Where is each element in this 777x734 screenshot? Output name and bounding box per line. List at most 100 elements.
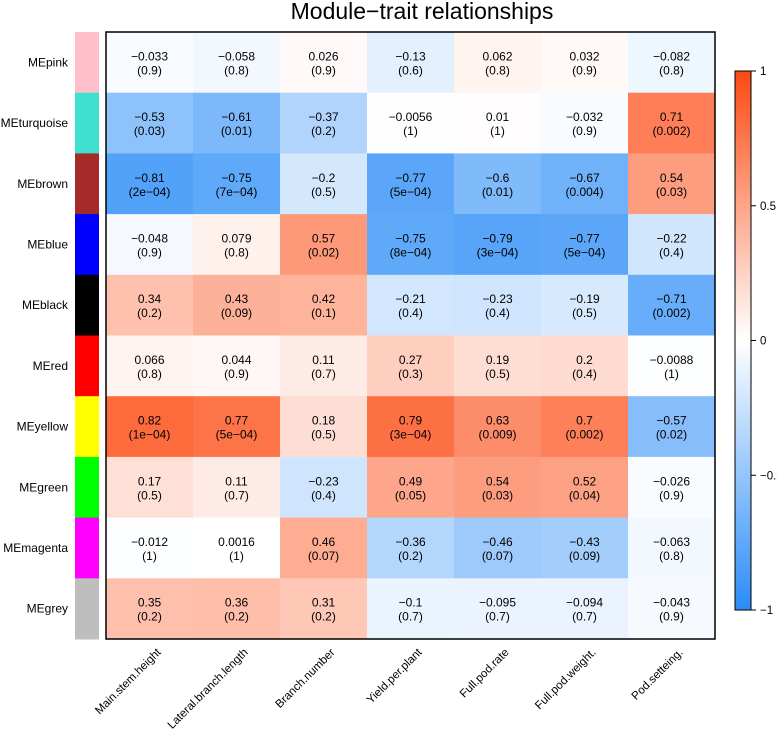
heatmap-cell [193, 274, 281, 336]
colorbar-tick-label: −0.5 [760, 470, 777, 482]
heatmap-cell [454, 335, 542, 397]
heatmap-cell [454, 153, 542, 215]
cell-pvalue-label: (0.002) [652, 306, 690, 320]
cell-pvalue-label: (0.5) [485, 367, 510, 381]
cell-correlation-label: 0.18 [312, 414, 336, 428]
heatmap-cell [106, 335, 194, 397]
cell-pvalue-label: (0.03) [656, 185, 687, 199]
cell-pvalue-label: (0.01) [482, 185, 513, 199]
cell-pvalue-label: (0.07) [308, 549, 339, 563]
cell-correlation-label: 0.36 [225, 596, 249, 610]
cell-correlation-label: 0.46 [312, 535, 336, 549]
cell-pvalue-label: (7e−04) [216, 185, 258, 199]
heatmap-cell [280, 396, 368, 458]
cell-pvalue-label: (0.05) [395, 488, 426, 502]
cell-pvalue-label: (0.02) [656, 428, 687, 442]
cell-correlation-label: −0.1 [399, 596, 423, 610]
heatmap-cell [193, 214, 281, 276]
heatmap-cell [106, 153, 194, 215]
heatmap-cell [367, 335, 455, 397]
cell-pvalue-label: (3e−04) [477, 245, 519, 259]
cell-correlation-label: −0.032 [566, 110, 603, 124]
heatmap-cell [280, 214, 368, 276]
cell-correlation-label: −0.46 [482, 535, 513, 549]
trait-label: Main.stem.height [93, 646, 164, 717]
cell-correlation-label: −0.36 [395, 535, 426, 549]
cell-pvalue-label: (0.8) [224, 245, 249, 259]
heatmap-cell [628, 335, 716, 397]
cell-correlation-label: 0.11 [225, 474, 248, 488]
heatmap-cell [628, 214, 716, 276]
cell-pvalue-label: (0.002) [565, 428, 603, 442]
cell-pvalue-label: (5e−04) [216, 428, 258, 442]
cell-correlation-label: 0.044 [221, 353, 251, 367]
cell-pvalue-label: (0.5) [311, 428, 336, 442]
heatmap-cell [541, 578, 629, 640]
module-color-swatch [75, 578, 99, 640]
cell-correlation-label: 0.34 [138, 292, 162, 306]
cell-pvalue-label: (0.2) [311, 124, 336, 138]
cell-correlation-label: 0.2 [576, 353, 593, 367]
cell-correlation-label: −0.058 [218, 49, 255, 63]
cell-correlation-label: −0.37 [308, 110, 339, 124]
heatmap-cell [454, 92, 542, 154]
cell-correlation-label: 0.43 [225, 292, 249, 306]
cell-pvalue-label: (0.9) [572, 63, 597, 77]
module-label: MEturquoise [1, 116, 69, 130]
cell-pvalue-label: (0.4) [659, 245, 684, 259]
cell-correlation-label: 0.35 [138, 596, 162, 610]
heatmap-cell [106, 214, 194, 276]
cell-correlation-label: −0.77 [569, 231, 600, 245]
heatmap-cell [193, 456, 281, 519]
cell-pvalue-label: (0.9) [224, 367, 249, 381]
heatmap-cell [454, 456, 542, 519]
cell-pvalue-label: (1) [229, 549, 244, 563]
heatmap-cell [541, 517, 629, 579]
cell-correlation-label: −0.21 [395, 292, 426, 306]
heatmap-cell [193, 578, 281, 640]
colorbar-tick-label: 1 [760, 66, 766, 78]
cell-pvalue-label: (3e−04) [390, 428, 432, 442]
cell-correlation-label: 0.52 [573, 474, 597, 488]
cell-correlation-label: −0.71 [656, 292, 687, 306]
cell-correlation-label: −0.22 [656, 231, 687, 245]
cell-pvalue-label: (0.7) [485, 610, 510, 624]
heatmap-cell [367, 153, 455, 215]
heatmap-cell [106, 456, 194, 519]
heatmap-cell [280, 335, 368, 397]
heatmap-cell [367, 517, 455, 579]
cell-pvalue-label: (1) [403, 124, 418, 138]
cell-correlation-label: −0.79 [482, 231, 513, 245]
heatmap-cell [454, 517, 542, 579]
heatmap-cell [454, 214, 542, 276]
colorbar-ticks: 1 0.5 0 −0.5 −1 [751, 66, 777, 617]
plot-border [105, 31, 716, 640]
module-labels: MEpink MEturquoise MEbrown MEblue MEblack MEr… [1, 55, 69, 615]
cell-correlation-label: 0.079 [221, 231, 251, 245]
cell-pvalue-label: (0.7) [572, 610, 597, 624]
cell-correlation-label: −0.75 [395, 231, 426, 245]
module-label: MEyellow [17, 420, 69, 434]
cell-correlation-label: −0.0056 [389, 110, 433, 124]
module-color-swatch [75, 214, 99, 276]
cell-pvalue-label: (0.7) [398, 610, 423, 624]
module-label: MEblue [27, 237, 68, 251]
colorbar-tick-label: 0 [760, 336, 766, 348]
heatmap-cell [454, 32, 542, 94]
cell-correlation-label: −0.81 [134, 171, 165, 185]
cell-correlation-label: −0.012 [131, 535, 168, 549]
cell-pvalue-label: (1e−04) [129, 428, 171, 442]
cell-correlation-label: 0.54 [486, 474, 510, 488]
heatmap-cell [367, 274, 455, 336]
cell-correlation-label: −0.43 [569, 535, 600, 549]
heatmap-cell [628, 153, 716, 215]
cell-pvalue-label: (1) [490, 124, 505, 138]
cell-pvalue-label: (0.03) [134, 124, 165, 138]
heatmap-cell [454, 396, 542, 458]
cell-correlation-label: −0.048 [131, 231, 168, 245]
heatmap-cell [367, 32, 455, 94]
cell-pvalue-label: (1) [142, 549, 157, 563]
heatmap-cell [193, 517, 281, 579]
cell-pvalue-label: (0.7) [224, 488, 249, 502]
colorbar-tick-label: 0.5 [760, 201, 776, 213]
